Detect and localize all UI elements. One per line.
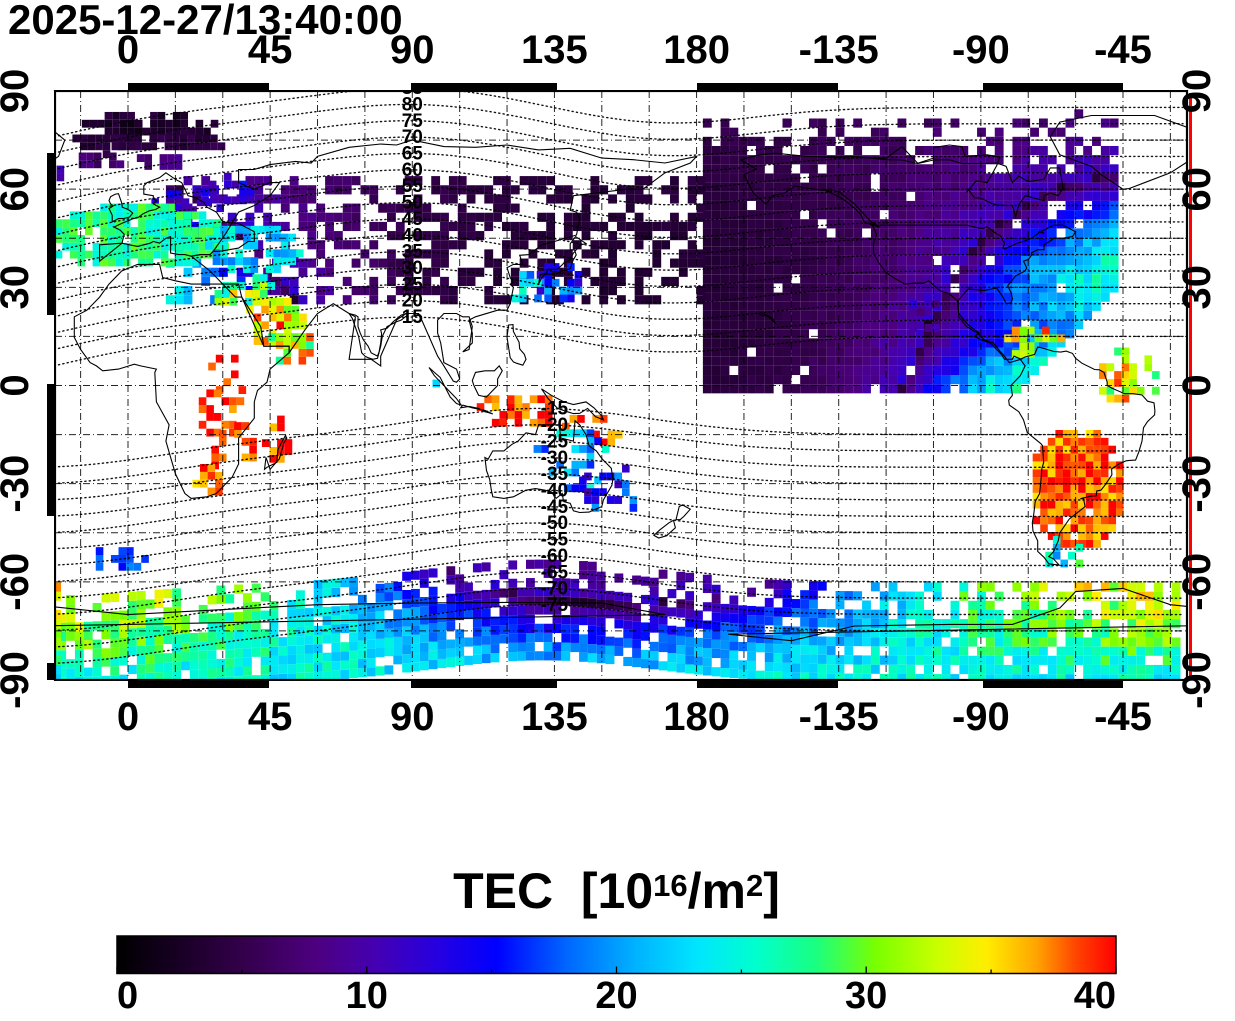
svg-text:-90: -90 bbox=[1175, 651, 1219, 709]
svg-text:180: 180 bbox=[663, 28, 730, 72]
svg-text:-90: -90 bbox=[952, 695, 1010, 739]
svg-text:135: 135 bbox=[521, 695, 588, 739]
svg-text:0: 0 bbox=[1175, 374, 1219, 396]
svg-text:30: 30 bbox=[845, 975, 887, 1017]
svg-text:-45: -45 bbox=[1094, 695, 1152, 739]
svg-text:0: 0 bbox=[117, 695, 139, 739]
svg-text:30: 30 bbox=[0, 265, 37, 310]
svg-text:10: 10 bbox=[346, 975, 388, 1017]
svg-text:-135: -135 bbox=[799, 28, 879, 72]
svg-text:-30: -30 bbox=[0, 455, 37, 513]
svg-text:180: 180 bbox=[663, 695, 730, 739]
svg-text:0: 0 bbox=[0, 374, 37, 396]
svg-text:-90: -90 bbox=[0, 651, 37, 709]
svg-text:90: 90 bbox=[390, 695, 435, 739]
svg-text:90: 90 bbox=[1175, 69, 1219, 114]
svg-text:90: 90 bbox=[390, 28, 435, 72]
svg-text:20: 20 bbox=[595, 975, 637, 1017]
svg-text:-135: -135 bbox=[799, 695, 879, 739]
svg-text:30: 30 bbox=[1175, 265, 1219, 310]
svg-text:90: 90 bbox=[0, 69, 37, 114]
svg-text:-30: -30 bbox=[1175, 455, 1219, 513]
svg-text:TEC [1016/m2]: TEC [1016/m2] bbox=[453, 863, 780, 919]
svg-text:60: 60 bbox=[0, 167, 37, 212]
svg-text:45: 45 bbox=[248, 695, 293, 739]
svg-text:135: 135 bbox=[521, 28, 588, 72]
svg-text:0: 0 bbox=[117, 28, 139, 72]
svg-text:0: 0 bbox=[117, 975, 138, 1017]
svg-text:-90: -90 bbox=[952, 28, 1010, 72]
svg-text:2025-12-27/13:40:00: 2025-12-27/13:40:00 bbox=[8, 0, 403, 43]
svg-text:-60: -60 bbox=[1175, 553, 1219, 611]
svg-text:-45: -45 bbox=[1094, 28, 1152, 72]
svg-text:40: 40 bbox=[1074, 975, 1116, 1017]
svg-text:-60: -60 bbox=[0, 553, 37, 611]
svg-text:-75: -75 bbox=[541, 595, 569, 616]
svg-text:60: 60 bbox=[1175, 167, 1219, 212]
svg-text:45: 45 bbox=[248, 28, 293, 72]
